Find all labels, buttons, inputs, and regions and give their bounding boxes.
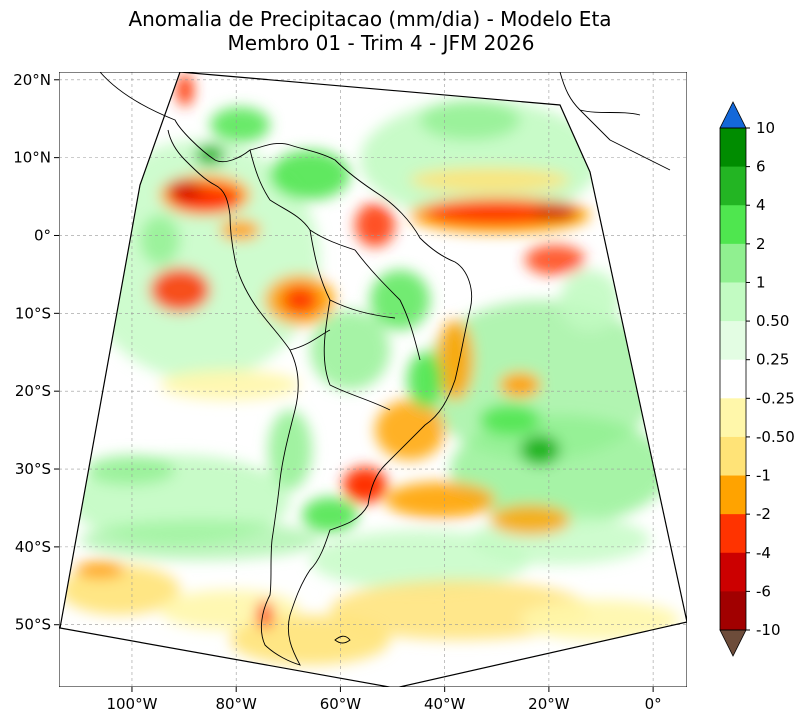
- chart-subtitle: Membro 01 - Trim 4 - JFM 2026: [228, 31, 535, 55]
- field-blob: [220, 220, 260, 240]
- x-axis: 100°W 80°W 60°W 40°W 20°W 0°: [106, 687, 662, 713]
- y-tick-label: 10°N: [13, 149, 51, 167]
- field-blob: [167, 180, 203, 200]
- africa-coast: [559, 72, 671, 171]
- field-blob: [500, 373, 540, 397]
- x-tick-label: 20°W: [528, 695, 570, 713]
- field-blob: [425, 202, 565, 224]
- x-tick-label: 80°W: [215, 695, 257, 713]
- colorbar-label: -10: [756, 621, 781, 639]
- colorbar-segment: [720, 398, 746, 438]
- colorbar-segment: [720, 128, 746, 168]
- field-blob: [140, 215, 180, 265]
- colorbar-extend-under: [719, 629, 747, 657]
- field-blob: [150, 268, 210, 312]
- field-blob: [375, 400, 445, 460]
- x-tick-label: 0°: [645, 695, 662, 713]
- colorbar-label: 4: [756, 196, 766, 214]
- field-blob: [520, 600, 680, 640]
- falklands-coast: [334, 635, 351, 644]
- field-blob: [385, 482, 495, 518]
- field-blob: [525, 245, 585, 275]
- y-tick-label: 10°S: [15, 304, 51, 322]
- field-blob: [360, 100, 600, 220]
- field-blob: [560, 270, 620, 330]
- colorbar-label: 1: [756, 273, 766, 291]
- field-blob: [75, 562, 125, 578]
- field-blob: [480, 405, 540, 435]
- colorbar-label: 6: [756, 158, 766, 176]
- x-tick-label: 40°W: [424, 695, 466, 713]
- colorbar-label: 0.50: [756, 312, 789, 330]
- field-blob: [177, 74, 193, 106]
- colorbar-segment: [720, 436, 746, 477]
- y-tick-label: 40°S: [15, 538, 51, 556]
- colorbar-frame: [719, 127, 747, 631]
- field-blob: [310, 310, 390, 390]
- colorbar-label: 2: [756, 235, 766, 253]
- field-blob: [85, 455, 175, 485]
- domain-boundary: [59, 72, 687, 687]
- colorbar-label: 0.25: [756, 351, 789, 369]
- field-blob: [420, 100, 520, 140]
- country-borders: [249, 149, 421, 411]
- colorbar-label: 10: [756, 119, 775, 137]
- field-blob: [60, 565, 180, 615]
- colorbar-segment: [720, 475, 746, 515]
- field-blob: [80, 140, 320, 380]
- field-blob: [270, 150, 350, 200]
- south-america-coast: [99, 72, 473, 666]
- colorbar-label: -0.50: [756, 428, 795, 446]
- colorbar-label: -2: [756, 505, 771, 523]
- y-axis: 20°N 10°N 0° 10°S 20°S 30°S 40°S 50°S: [13, 71, 59, 634]
- colorbar-label: -0.25: [756, 389, 795, 407]
- field-blob: [80, 520, 320, 560]
- colorbar-segment: [720, 166, 746, 206]
- y-tick-label: 0°: [34, 226, 51, 244]
- field-blob: [210, 107, 270, 143]
- colorbar-segment: [720, 321, 746, 361]
- x-tick-label: 60°W: [320, 695, 362, 713]
- field-blob: [437, 320, 473, 400]
- colorbar-segment: [720, 243, 746, 283]
- field-blob: [230, 615, 390, 665]
- x-tick-label: 100°W: [106, 695, 157, 713]
- colorbar-label: -4: [756, 544, 771, 562]
- field-blob: [268, 410, 312, 490]
- field-blob: [282, 286, 318, 314]
- field-blob: [533, 204, 577, 220]
- field-blob: [302, 497, 358, 533]
- map-panel: [59, 72, 687, 687]
- colorbar-segment: [720, 514, 746, 554]
- colorbar: 10 6 4 2 1 0.50 0.25 -0.25 -0.50 -1 -2 -4 -6 -10: [719, 101, 795, 657]
- colorbar-segment: [720, 282, 746, 322]
- colorbar-segment: [720, 552, 746, 592]
- colorbar-segment: [720, 591, 746, 631]
- y-tick-label: 30°S: [15, 460, 51, 478]
- field-blob: [490, 505, 570, 535]
- coastlines: [99, 72, 671, 666]
- field-blob: [355, 203, 395, 247]
- field-blob: [160, 370, 300, 400]
- y-tick-label: 20°N: [13, 71, 51, 89]
- colorbar-segment: [720, 359, 746, 399]
- field-blob: [257, 601, 273, 629]
- y-tick-label: 20°S: [15, 382, 51, 400]
- colorbar-segment: [720, 205, 746, 245]
- y-tick-label: 50°S: [15, 616, 51, 634]
- field-blob: [520, 435, 560, 465]
- gridlines: [59, 72, 687, 687]
- field-blob: [410, 168, 570, 192]
- field-blob: [450, 415, 670, 525]
- colorbar-label: -6: [756, 582, 771, 600]
- field-blob: [343, 467, 387, 503]
- colorbar-extend-over: [719, 101, 747, 129]
- anomaly-field: [60, 74, 680, 665]
- field-blob: [407, 352, 443, 408]
- colorbar-label: -1: [756, 467, 771, 485]
- chart-title: Anomalia de Precipitacao (mm/dia) - Mode…: [128, 7, 611, 31]
